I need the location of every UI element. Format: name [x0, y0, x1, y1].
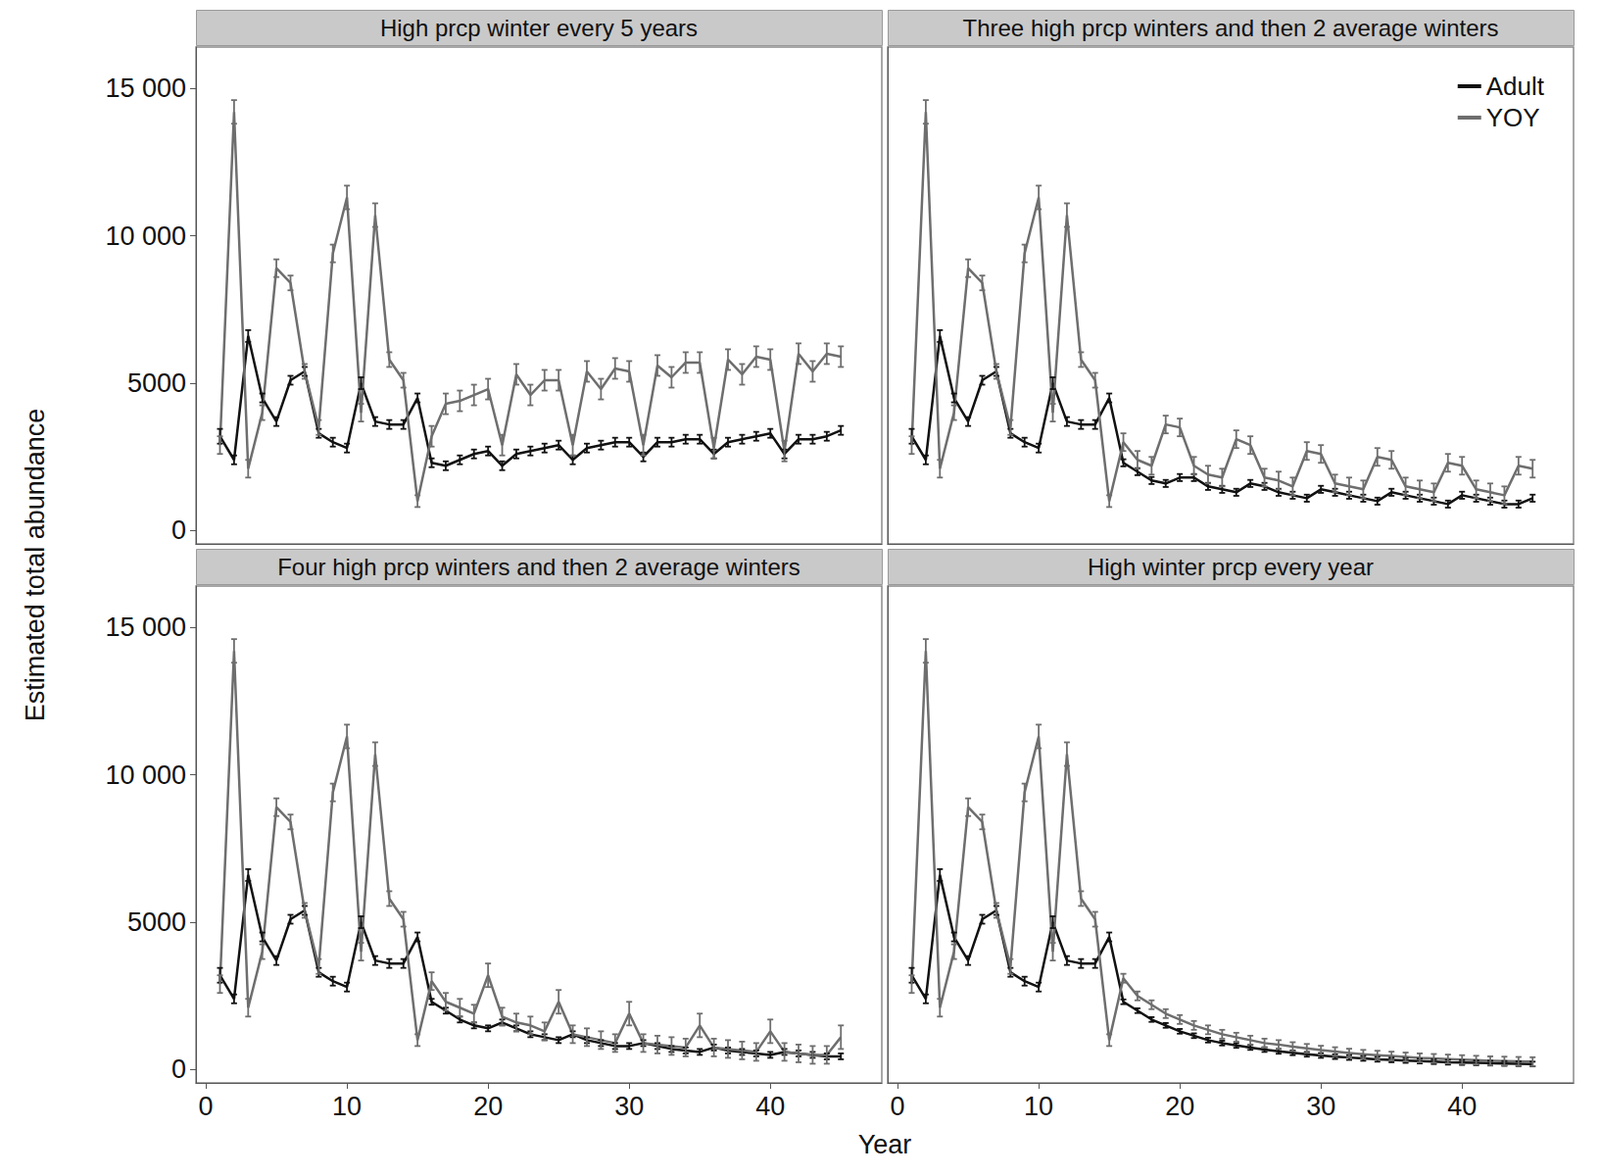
svg-text:20: 20: [473, 1091, 503, 1121]
svg-text:0: 0: [171, 515, 187, 545]
svg-text:10 000: 10 000: [104, 760, 187, 790]
svg-text:Three high prcp winters and th: Three high prcp winters and then 2 avera…: [963, 14, 1500, 42]
svg-text:Adult: Adult: [1486, 71, 1546, 101]
svg-text:Estimated total abundance: Estimated total abundance: [20, 408, 50, 723]
svg-text:High winter prcp every year: High winter prcp every year: [1087, 553, 1374, 581]
svg-text:10: 10: [1023, 1091, 1054, 1121]
svg-text:30: 30: [614, 1091, 644, 1121]
svg-text:YOY: YOY: [1486, 102, 1541, 133]
svg-text:0: 0: [171, 1054, 187, 1084]
svg-text:15 000: 15 000: [104, 73, 187, 103]
svg-text:40: 40: [755, 1091, 785, 1121]
svg-text:0: 0: [198, 1091, 214, 1121]
svg-text:0: 0: [890, 1091, 906, 1121]
svg-text:10 000: 10 000: [104, 221, 187, 251]
svg-text:High prcp winter every 5 years: High prcp winter every 5 years: [380, 14, 698, 42]
svg-text:Four high prcp winters and the: Four high prcp winters and then 2 averag…: [277, 553, 801, 581]
svg-text:10: 10: [332, 1091, 362, 1121]
svg-text:Year: Year: [858, 1129, 913, 1160]
svg-text:5000: 5000: [127, 368, 187, 398]
svg-text:20: 20: [1164, 1091, 1195, 1121]
svg-text:40: 40: [1447, 1091, 1477, 1121]
svg-text:5000: 5000: [127, 907, 187, 937]
svg-text:15 000: 15 000: [104, 612, 187, 642]
svg-text:30: 30: [1306, 1091, 1336, 1121]
